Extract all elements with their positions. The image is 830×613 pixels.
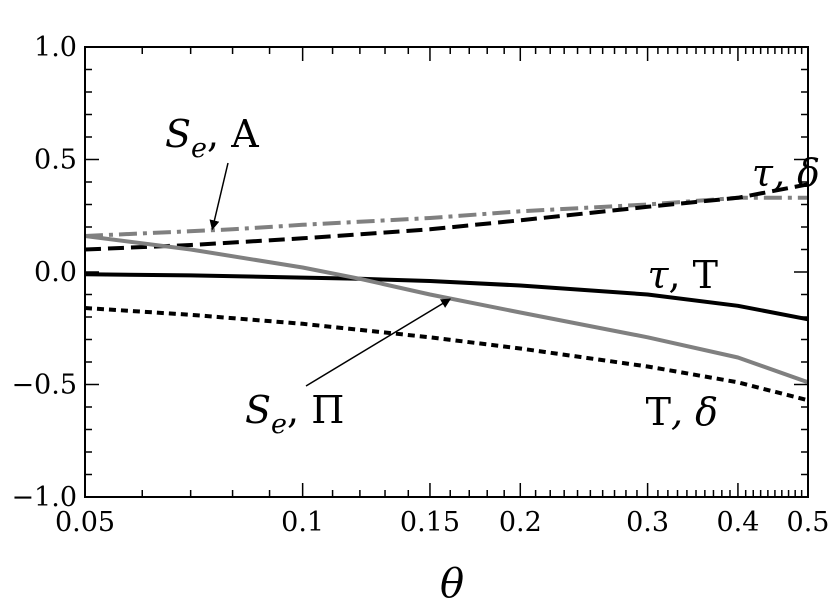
y-tick-label: 0.0: [34, 257, 77, 288]
annotation-se-a: Se, A: [165, 112, 259, 164]
annotation-tau-delta-main: τ: [752, 151, 774, 195]
annotation-tau-delta-rest: , δ: [773, 151, 820, 195]
y-tick-label: −0.5: [11, 370, 77, 401]
annotation-tau-t-main: τ: [647, 253, 669, 297]
series-line-3: [84, 234, 809, 385]
y-tick-label: −1.0: [11, 482, 77, 513]
x-axis-title: θ: [440, 561, 464, 607]
annotation-t-delta-main: T: [646, 390, 671, 434]
annotation-se-a-main: S: [165, 112, 191, 156]
annotation-arrow-sePi: [305, 298, 452, 387]
series-line-4: [84, 306, 809, 403]
tick-labels: −1.0 −0.5 0.0 0.5 1.0 0.05 0.1 0.15 0.2 0.3 0.4 0.5: [11, 32, 829, 538]
x-tick-label: 0.15: [400, 507, 460, 538]
series-line-2: [84, 272, 809, 322]
x-tick-label: 0.3: [626, 507, 669, 538]
annotation-se-pi-sub: e: [271, 409, 287, 440]
annotation-tau-t: τ, T: [647, 253, 718, 297]
y-tick-label: 0.5: [34, 145, 77, 176]
annotation-se-a-rest: , A: [207, 112, 259, 156]
series-lines: [84, 182, 809, 403]
plot-frame: [84, 46, 809, 498]
x-tick-label: 0.2: [499, 507, 542, 538]
annotation-arrows: [209, 162, 452, 387]
annotation-t-delta-rest: , δ: [671, 390, 718, 434]
x-tick-label: 0.5: [787, 507, 830, 538]
annotation-arrow-seA: [209, 162, 229, 231]
annotation-tau-t-rest: , T: [668, 253, 718, 297]
x-tick-label: 0.1: [281, 507, 324, 538]
series-line-0: [84, 195, 808, 238]
annotation-se-pi-main: S: [245, 388, 271, 432]
annotation-se-pi: Se, Π: [245, 388, 344, 440]
annotation-tau-delta: τ, δ: [752, 151, 820, 195]
annotation-t-delta: T, δ: [646, 390, 718, 434]
x-tick-label: 0.05: [55, 507, 115, 538]
y-tick-label: 1.0: [34, 32, 77, 63]
annotation-se-a-sub: e: [191, 133, 207, 164]
series-line-1: [84, 182, 809, 252]
annotation-se-pi-rest: , Π: [287, 388, 344, 432]
x-tick-label: 0.4: [716, 507, 759, 538]
